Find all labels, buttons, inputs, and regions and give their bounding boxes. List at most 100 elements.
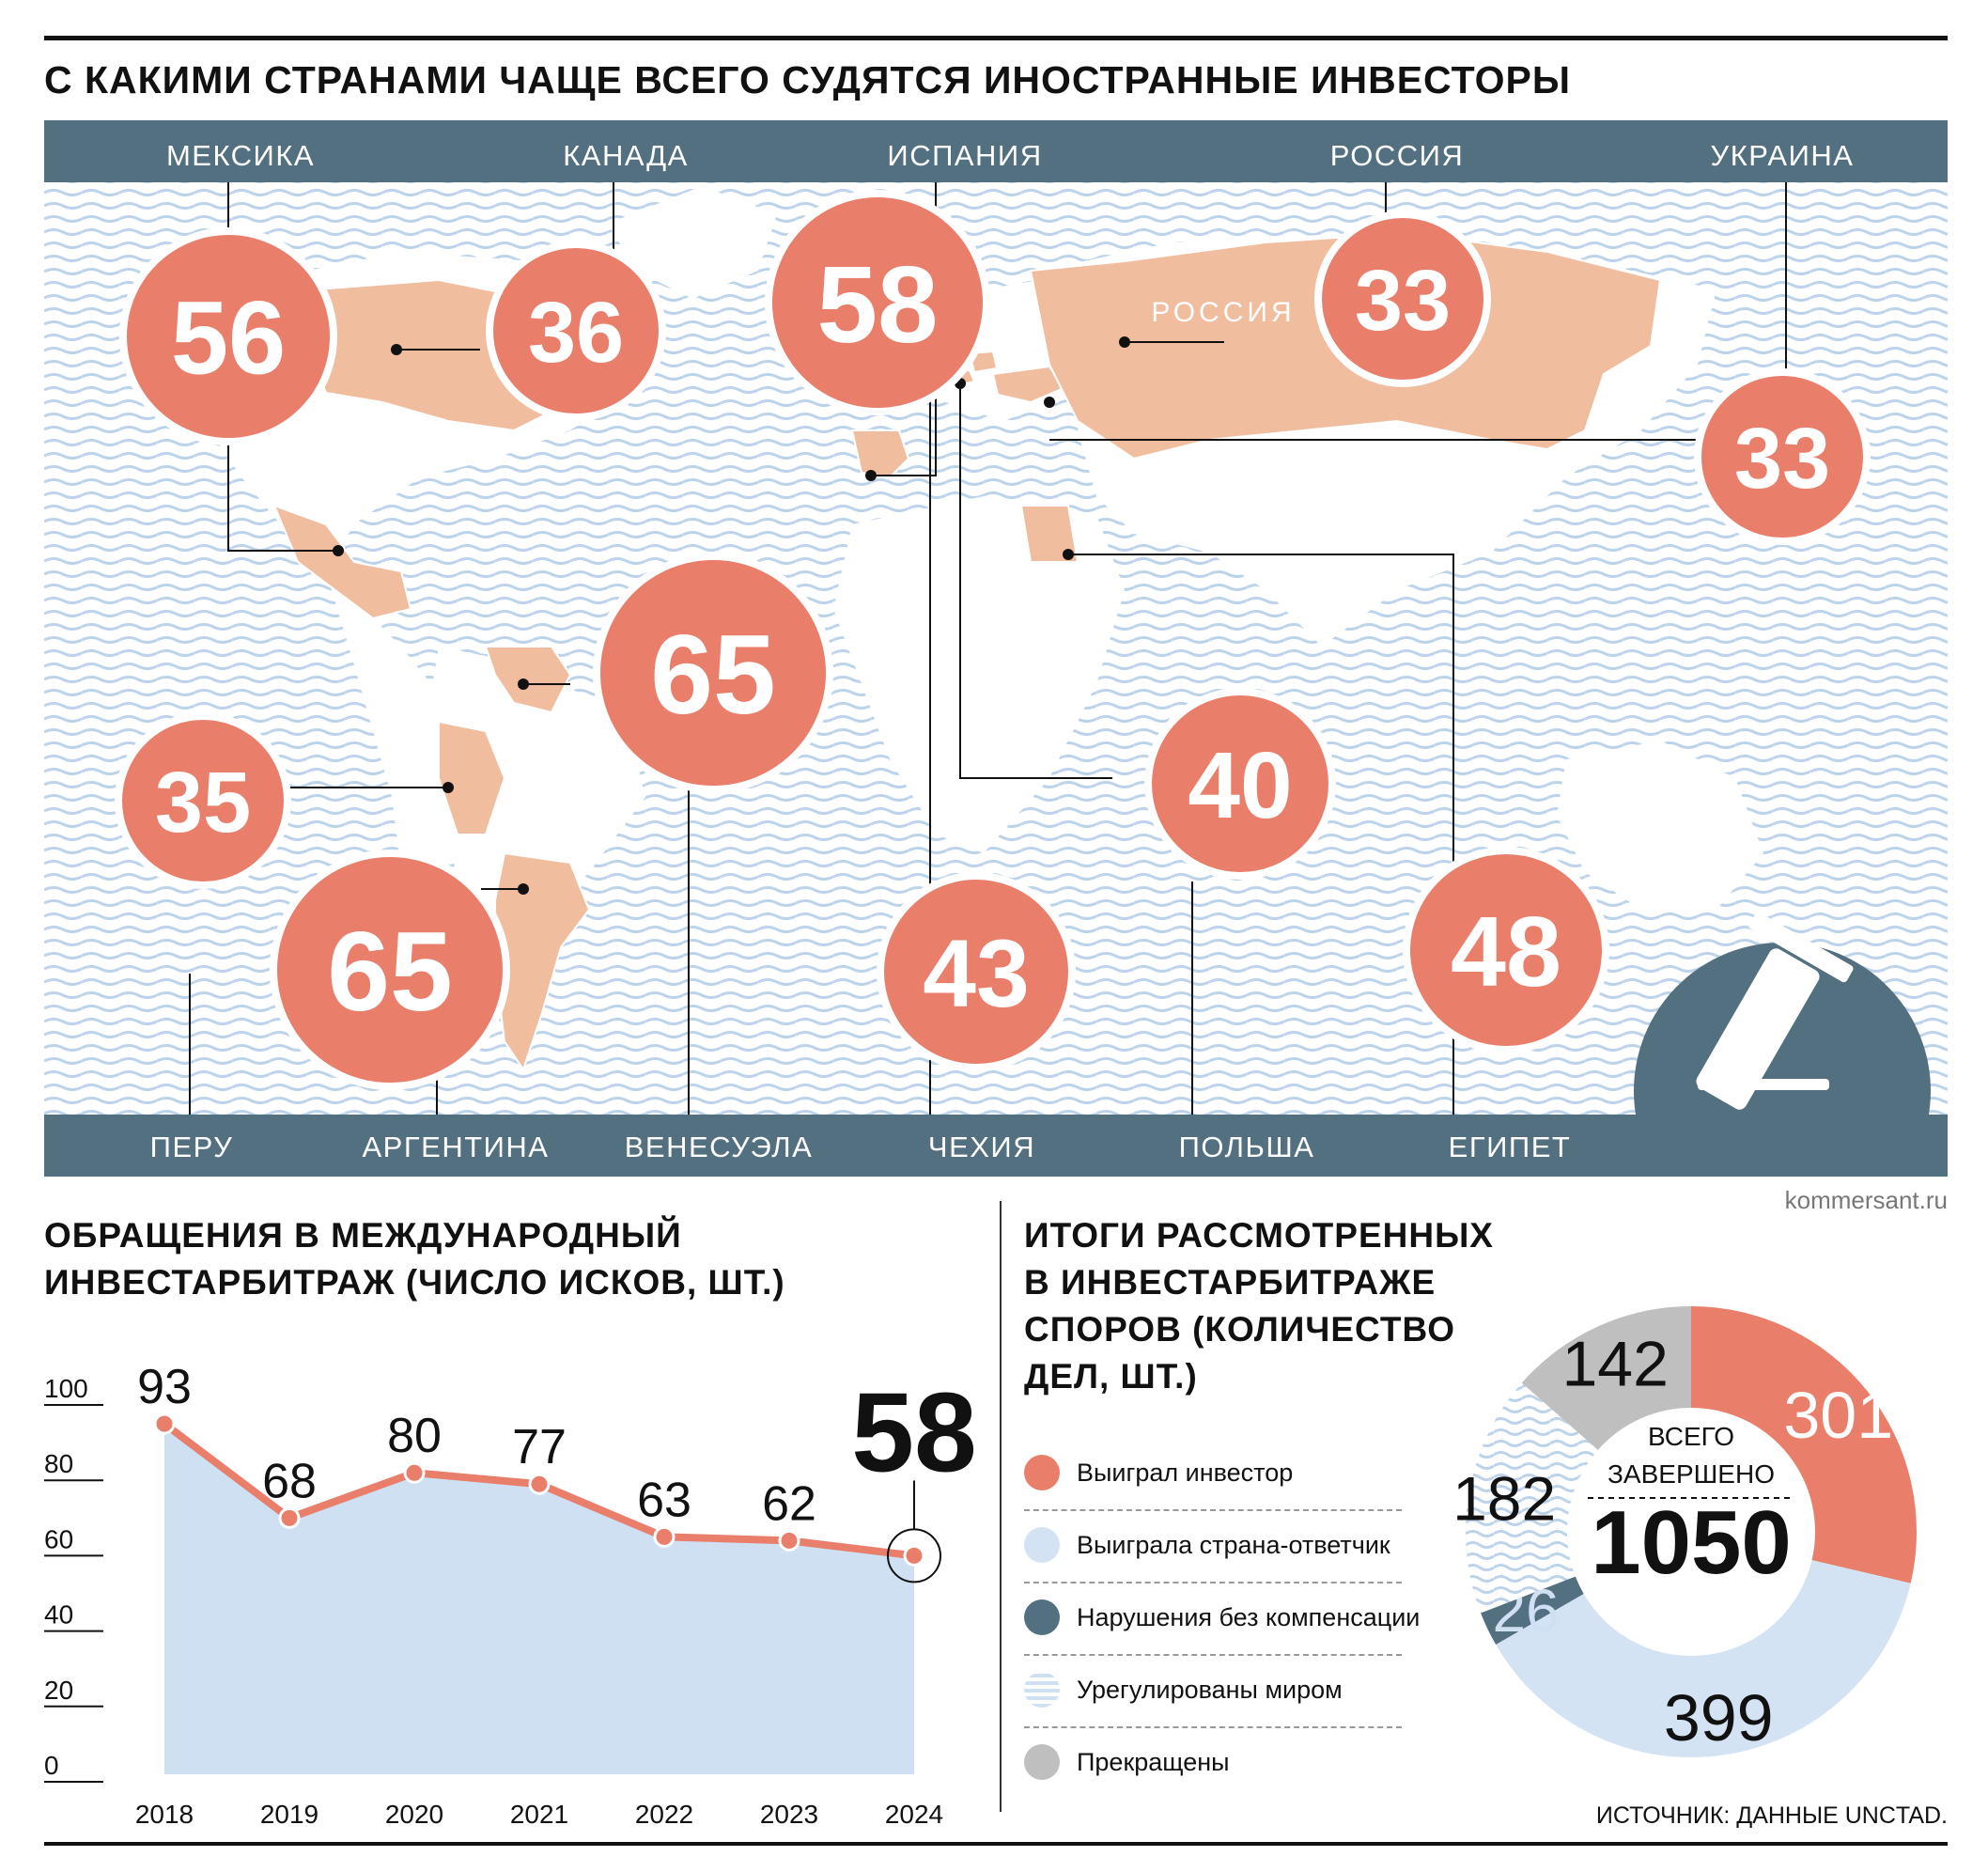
bubble-mexico: 56 [119, 227, 337, 445]
y-tick-label: 100 [44, 1374, 88, 1403]
legend-swatch [1024, 1672, 1060, 1708]
mexico-shape [272, 504, 412, 620]
x-tick-label: 2021 [510, 1800, 568, 1829]
data-label: 80 [387, 1409, 442, 1463]
x-tick-label: 2018 [135, 1800, 194, 1829]
bottom-rule [44, 1842, 1948, 1846]
legend-swatch [1024, 1527, 1060, 1563]
donut-chart-title-2: В ИНВЕСТАРБИТРАЖЕ [1024, 1263, 1437, 1302]
x-tick-label: 2020 [385, 1800, 443, 1829]
donut-chart-title-1: ИТОГИ РАССМОТРЕННЫХ [1024, 1216, 1494, 1255]
legend-label: Выиграл инвестор [1077, 1459, 1294, 1487]
area-fill [164, 1424, 914, 1774]
russia-map-label: РОССИЯ [1151, 297, 1295, 328]
top-band [44, 120, 1948, 182]
bubble-spain-value: 58 [816, 243, 938, 366]
donut-center-label-1: ВСЕГО [1648, 1422, 1734, 1451]
data-label: 77 [512, 1420, 567, 1474]
legend-item: Выиграла страна-ответчик [1024, 1510, 1402, 1583]
world-map-graphic: РОССИЯ 56 36 58 33 33 [44, 120, 1948, 1177]
data-point [278, 1506, 301, 1529]
bubble-czechia-value: 43 [923, 920, 1029, 1027]
donut-slice [1496, 1560, 1911, 1757]
label-peru: ПЕРУ [149, 1131, 234, 1163]
legend-label: Нарушения без компенсации [1077, 1603, 1421, 1631]
page-title: С КАКИМИ СТРАНАМИ ЧАЩЕ ВСЕГО СУДЯТСЯ ИНО… [44, 58, 1572, 101]
gavel-icon [1634, 912, 1931, 1115]
bubble-russia: 33 [1314, 211, 1491, 387]
bubble-venezuela-value: 65 [650, 612, 775, 738]
ukraine-shape [991, 365, 1065, 404]
egypt-shape [1019, 505, 1079, 563]
spain-shape [850, 429, 910, 479]
bubble-russia-value: 33 [1355, 253, 1451, 349]
bubble-egypt: 48 [1403, 847, 1609, 1053]
bubble-canada: 36 [486, 241, 666, 421]
bubble-venezuela: 65 [593, 553, 833, 793]
label-czechia: ЧЕХИЯ [927, 1131, 1036, 1163]
site-credit: kommersant.ru [1784, 1186, 1948, 1214]
bubble-ukraine-value: 33 [1734, 411, 1830, 507]
legend-swatch [1024, 1599, 1060, 1635]
venezuela-shape [484, 646, 572, 714]
bubbles: 56 36 58 33 33 35 [115, 190, 1871, 1090]
bubble-canada-value: 36 [528, 285, 624, 381]
data-label: 93 [137, 1360, 192, 1414]
line-chart: 0 20 40 60 80 100 93 2018 68 2019 80 2020 77 2021 63 20… [44, 1360, 977, 1829]
bubble-czechia: 43 [877, 872, 1076, 1071]
legend-item: Урегулированы миром [1024, 1655, 1402, 1728]
line-chart-title: ОБРАЩЕНИЯ В МЕЖДУНАРОДНЫЙ ИНВЕСТАРБИТРАЖ… [44, 1212, 785, 1306]
line-chart-title-2: ИНВЕСТАРБИТРАЖ (ЧИСЛО ИСКОВ, ШТ.) [44, 1263, 785, 1302]
bubble-mexico-value: 56 [171, 281, 286, 397]
line-chart-title-1: ОБРАЩЕНИЯ В МЕЖДУНАРОДНЫЙ [44, 1216, 682, 1255]
donut-total: 1050 [1591, 1492, 1792, 1593]
data-point [903, 1544, 925, 1567]
y-tick-label: 60 [44, 1524, 73, 1553]
source-note: ИСТОЧНИК: ДАННЫЕ UNCTAD. [1595, 1802, 1948, 1829]
top-rule [44, 36, 1948, 40]
data-point [653, 1525, 676, 1548]
bubble-spain: 58 [765, 190, 990, 415]
bubble-peru: 35 [115, 712, 291, 889]
data-point [778, 1529, 800, 1552]
label-canada: КАНАДА [563, 139, 689, 172]
donut-slice [1691, 1306, 1917, 1583]
donut-center-label-2: ЗАВЕРШЕНО [1607, 1459, 1775, 1489]
x-tick-label: 2023 [760, 1800, 818, 1829]
legend-label: Урегулированы миром [1077, 1676, 1343, 1704]
bubble-argentina-value: 65 [327, 909, 452, 1035]
legend-label: Прекращены [1077, 1748, 1230, 1776]
y-tick-label: 80 [44, 1449, 73, 1478]
data-point [153, 1412, 176, 1435]
donut-chart-title-3: СПОРОВ (КОЛИЧЕСТВО [1024, 1310, 1456, 1349]
data-label: 63 [637, 1473, 691, 1527]
donut-slice-label: 182 [1452, 1464, 1556, 1534]
label-venezuela: ВЕНЕСУЭЛА [624, 1131, 814, 1163]
bubble-ukraine: 33 [1694, 368, 1871, 545]
y-tick-label: 0 [44, 1751, 59, 1780]
bubble-poland-value: 40 [1188, 733, 1292, 838]
label-russia: РОССИЯ [1329, 139, 1465, 172]
legend-item: Прекращены [1024, 1727, 1402, 1799]
highlight-value: 58 [851, 1369, 976, 1495]
x-tick-label: 2022 [635, 1800, 693, 1829]
legend-item: Нарушения без компенсации [1024, 1583, 1420, 1656]
data-label: 62 [762, 1476, 816, 1531]
data-point [528, 1473, 551, 1495]
label-ukraine: УКРАИНА [1710, 139, 1855, 172]
label-egypt: ЕГИПЕТ [1448, 1131, 1572, 1163]
donut-slice-label: 399 [1664, 1681, 1774, 1755]
legend-swatch [1024, 1744, 1060, 1780]
x-tick-label: 2019 [260, 1800, 318, 1829]
donut-slice [1481, 1576, 1584, 1645]
donut-slice-label: 301 [1783, 1379, 1893, 1452]
data-label: 68 [262, 1454, 317, 1508]
bubble-argentina: 65 [270, 850, 510, 1090]
donut-chart-title: ИТОГИ РАССМОТРЕННЫХ В ИНВЕСТАРБИТРАЖЕ СП… [1024, 1212, 1550, 1400]
label-argentina: АРГЕНТИНА [362, 1131, 550, 1163]
legend-item: Выиграл инвестор [1024, 1438, 1402, 1511]
label-spain: ИСПАНИЯ [887, 139, 1043, 172]
peru-shape [438, 720, 506, 835]
bubble-egypt-value: 48 [1451, 897, 1561, 1007]
